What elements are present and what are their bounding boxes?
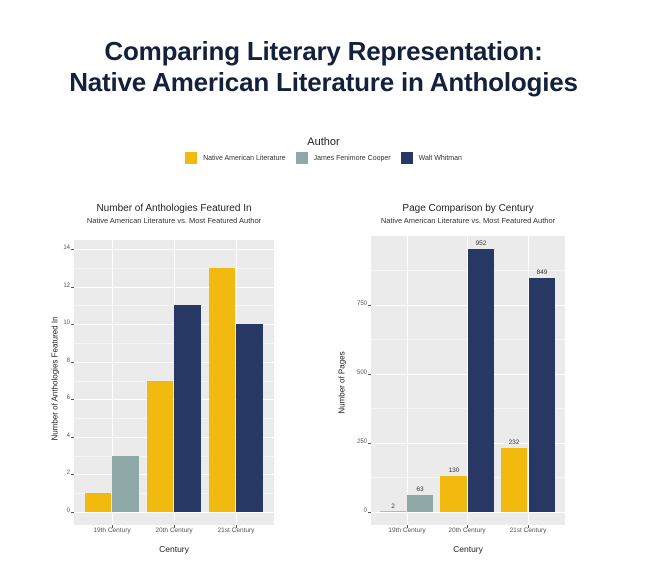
y-tick-label: 250 bbox=[356, 439, 367, 445]
legend-item-walt-whitman: Walt Whitman bbox=[400, 152, 462, 164]
bar-21st-walt-whitman bbox=[529, 278, 555, 512]
legend-swatch-walt-whitman bbox=[400, 152, 413, 164]
bar-value-label: 952 bbox=[475, 240, 487, 247]
y-tick-label: 500 bbox=[356, 370, 367, 376]
left-chart-subtitle: Native American Literature vs. Most Feat… bbox=[86, 216, 262, 225]
left-chart-plot-area bbox=[74, 240, 274, 525]
y-tick-label: 12 bbox=[63, 283, 70, 289]
bar-20th-walt-whitman bbox=[174, 305, 201, 512]
legend-swatch-native-american-literature bbox=[185, 152, 198, 164]
y-tick-label: 750 bbox=[356, 301, 367, 307]
bar-value-label: 130 bbox=[448, 467, 460, 474]
bar-21st-native-american-literature bbox=[209, 268, 235, 512]
title-line-2: Native American Literature in Anthologie… bbox=[69, 67, 578, 97]
bar-20th-native-american-literature bbox=[147, 381, 173, 512]
y-tick-label: 6 bbox=[66, 395, 70, 401]
bar-value-label: 849 bbox=[536, 269, 548, 276]
y-tick-label: 14 bbox=[63, 245, 70, 251]
y-tick-label: 0 bbox=[363, 508, 367, 514]
right-chart-x-axis-label: Century bbox=[453, 544, 483, 554]
bar-20th-native-american-literature bbox=[440, 476, 467, 512]
bar-value-label: 63 bbox=[416, 486, 424, 493]
left-chart-y-axis-label: Number of Anthologies Featured In bbox=[50, 316, 60, 441]
bar-19th-native-american-literature bbox=[380, 511, 406, 512]
x-tick-label: 20th Century bbox=[155, 527, 193, 534]
legend-swatch-james-fenimore-cooper bbox=[295, 152, 308, 164]
legend-label: Native American Literature bbox=[203, 154, 286, 162]
y-tick-label: 8 bbox=[66, 358, 70, 364]
bar-value-label: 2 bbox=[391, 503, 395, 510]
left-chart-x-axis-label: Century bbox=[159, 544, 189, 554]
legend-item-james-fenimore-cooper: James Fenimore Cooper bbox=[295, 152, 391, 164]
x-tick-label: 21st Century bbox=[217, 527, 255, 534]
y-tick-label: 4 bbox=[66, 433, 70, 439]
bar-value-label: 232 bbox=[508, 439, 520, 446]
title-line-1: Comparing Literary Representation: bbox=[104, 36, 543, 66]
bar-19th-james-fenimore-cooper bbox=[407, 495, 433, 512]
legend-title: Author bbox=[307, 136, 340, 148]
left-chart-title: Number of Anthologies Featured In bbox=[96, 203, 252, 214]
legend-label: Walt Whitman bbox=[418, 154, 462, 162]
bar-21st-walt-whitman bbox=[236, 324, 263, 512]
x-tick-label: 21st Century bbox=[509, 527, 547, 534]
legend-label: James Fenimore Cooper bbox=[313, 154, 391, 162]
legend-item-native-american-literature: Native American Literature bbox=[185, 152, 286, 164]
right-chart-title: Page Comparison by Century bbox=[402, 203, 534, 214]
x-tick-label: 20th Century bbox=[448, 527, 486, 534]
legend: Native American Literature James Fenimor… bbox=[0, 152, 647, 164]
bar-21st-native-american-literature bbox=[501, 448, 527, 512]
y-tick-label: 0 bbox=[66, 508, 70, 514]
right-chart-y-axis-label: Number of Pages bbox=[337, 351, 347, 414]
x-tick-label: 19th Century bbox=[388, 527, 426, 534]
bar-20th-walt-whitman bbox=[468, 249, 494, 512]
y-tick-label: 10 bbox=[63, 320, 70, 326]
x-tick-label: 19th Century bbox=[93, 527, 131, 534]
right-chart-plot-area bbox=[371, 236, 565, 525]
right-chart-subtitle: Native American Literature vs. Most Feat… bbox=[380, 216, 556, 225]
bar-19th-james-fenimore-cooper bbox=[112, 456, 139, 512]
y-tick-label: 2 bbox=[66, 470, 70, 476]
bar-19th-native-american-literature bbox=[85, 493, 111, 512]
page-title: Comparing Literary Representation: Nativ… bbox=[0, 36, 647, 98]
